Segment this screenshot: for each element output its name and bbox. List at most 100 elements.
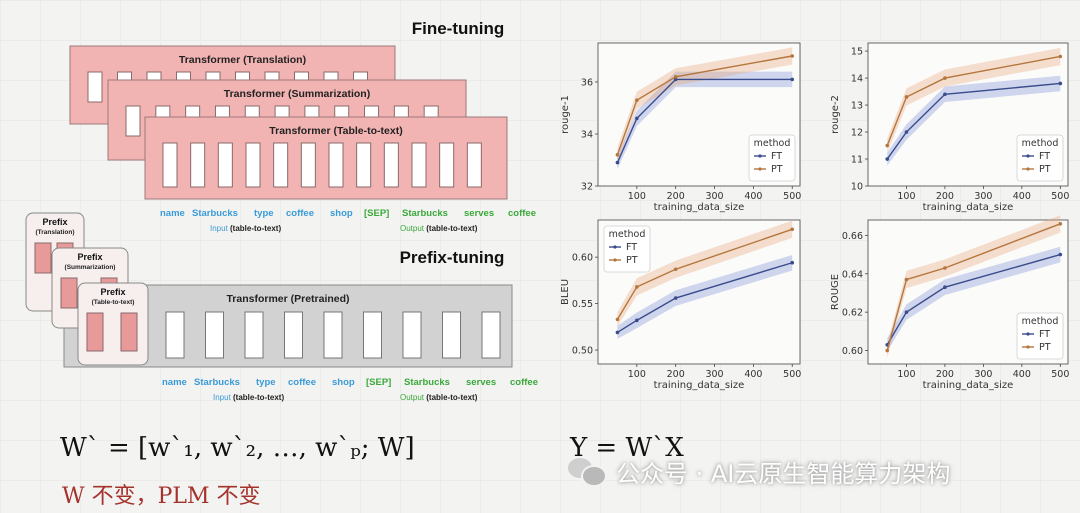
token-slot [300,142,316,188]
ft-token-row: name Starbucks type coffee shop [SEP] Starbuck… [160,208,536,219]
series-line-pt [886,55,1061,146]
legend-marker [1026,167,1030,171]
output-label: Output (table-to-text) [400,224,478,233]
data-point [904,95,909,99]
data-point [943,92,947,97]
token-slot [439,142,455,188]
token-slot [383,142,399,188]
y-tick-label: 0.50 [572,346,593,357]
input-label: Input (table-to-text) [213,393,284,402]
token-slot [205,311,224,359]
output-token: coffee [510,377,538,388]
series-line-pt [616,228,793,320]
chart-rouge-1: 100 200 300 400 500 32 34 36 training_data_size r… [560,42,801,213]
input-token: name [160,208,185,219]
token-slot [481,311,501,359]
output-token: [SEP] [366,377,391,388]
prefix-slot [60,277,78,309]
data-point [790,77,795,82]
data-point [615,330,620,335]
task-label: (table-to-text) [426,393,477,402]
pt-token-row: name Starbucks type coffee shop [SEP] Starbuck… [162,377,538,388]
series-line-ft [617,262,793,334]
output-token: Starbucks [402,208,448,219]
chart-rouge-2: 100 200 300 400 500 10 11 12 13 14 15 training_data… [830,42,1069,213]
legend-title: method [1022,316,1059,327]
data-point [673,267,678,272]
series-line-ft [886,82,1061,160]
x-tick-label: 300 [705,369,723,380]
x-axis-label: training_data_size [923,202,1014,213]
prefix-slot [120,312,138,352]
data-point [790,260,795,265]
input-token: shop [332,377,355,388]
series-line-pt [616,55,793,156]
output-token: Starbucks [404,377,450,388]
data-point [943,76,947,80]
series-band-pt [617,220,793,327]
x-tick-label: 100 [628,191,646,202]
token-slot [284,311,303,359]
token-slot [245,142,261,188]
y-tick-label: 0.55 [572,299,593,310]
token-slot [87,71,103,103]
finetune-title: Fine-tuning [412,19,505,38]
legend-entry-ft: FT [1039,329,1050,340]
task-label: (table-to-text) [230,224,281,233]
input-label: Input (table-to-text) [210,224,281,233]
formula-w: W` = [w`₁, w`₂, …, w`ₚ; W] [60,433,415,463]
token-slot [363,311,382,359]
data-point [1058,54,1063,59]
input-token: coffee [286,208,314,219]
data-point [885,157,890,161]
x-tick-label: 400 [1013,191,1031,202]
data-point [790,227,795,232]
x-tick-label: 100 [628,369,646,380]
x-tick-label: 300 [974,191,992,202]
legend-title: method [609,229,646,240]
y-axis-label: rouge-2 [830,95,841,134]
wechat-icon [568,456,607,487]
prefix-slot [86,312,104,352]
task-label: (table-to-text) [426,224,477,233]
watermark-text: 公众号 · AI云原生智能算力架构 [616,459,951,488]
series-line-pt [886,223,1061,351]
legend-entry-pt: PT [771,164,783,175]
prefix-slot [34,242,52,274]
legend: method FT PT [1016,134,1064,182]
x-axis-label: training_data_size [654,202,745,213]
prefix-subtitle: (Summarization) [65,264,116,271]
token-slot [328,142,344,188]
x-axis-label: training_data_size [923,380,1014,391]
data-point [615,317,620,322]
legend-marker [758,154,762,158]
y-tick-label: 11 [851,155,863,166]
legend-marker [1026,345,1030,349]
data-point [1058,222,1063,226]
token-slot [273,142,289,188]
token-slot [165,311,185,359]
ft-transformer-3: Transformer (Table-to-text) [144,116,508,200]
transformer-label: Transformer (Pretrained) [226,293,349,305]
y-tick-label: 32 [581,182,593,193]
transformer-label: Transformer (Summarization) [224,88,370,100]
y-tick-label: 13 [851,101,863,112]
output-token: coffee [508,208,536,219]
legend-title: method [1022,138,1059,149]
x-tick-label: 500 [1051,369,1069,380]
y-tick-label: 36 [581,78,593,89]
data-point [615,153,620,157]
x-tick-label: 100 [897,369,915,380]
data-point [943,285,947,290]
data-point [673,296,678,300]
legend-title: method [754,138,791,149]
input-token: Starbucks [192,208,238,219]
legend: method FT PT [1016,312,1064,360]
x-tick-label: 200 [936,191,954,202]
x-tick-label: 500 [783,369,801,380]
chart-bleu: 100 200 300 400 500 0.50 0.55 0.60 training_data… [560,219,801,391]
legend-marker [613,245,617,249]
token-slot [162,142,178,188]
data-point [635,116,639,121]
